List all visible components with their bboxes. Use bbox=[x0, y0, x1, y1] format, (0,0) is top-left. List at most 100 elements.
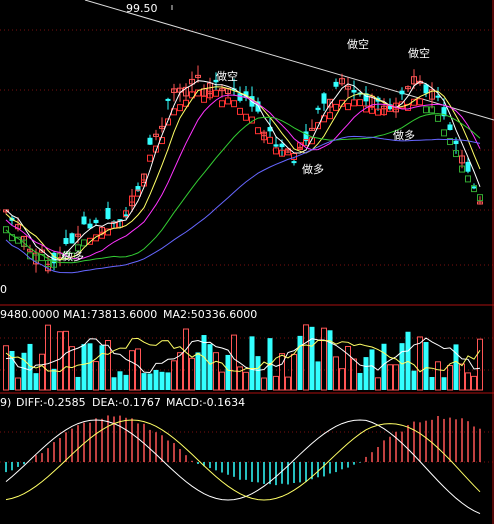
candle-body-down bbox=[165, 98, 171, 101]
volume-bar-up bbox=[321, 327, 327, 391]
bear-band-box bbox=[45, 259, 51, 267]
candle-body-down bbox=[453, 140, 459, 145]
volume-bar-up bbox=[477, 338, 483, 391]
volume-bar-down bbox=[453, 344, 459, 390]
bull-band-box bbox=[267, 136, 273, 144]
volume-bar-up bbox=[57, 331, 63, 391]
volume-bar-down bbox=[429, 377, 435, 390]
bear-band-box bbox=[33, 254, 39, 262]
candle-body-up bbox=[141, 173, 147, 183]
volume-bar-down bbox=[255, 356, 261, 390]
volume-bar-up bbox=[435, 361, 441, 391]
volume-ma1-label: MA1:73813.6000 bbox=[63, 308, 157, 321]
bull-band-box bbox=[357, 99, 363, 107]
candle-body-up bbox=[405, 86, 411, 90]
candle-body-up bbox=[477, 201, 483, 205]
volume-bar-up bbox=[345, 345, 351, 391]
candle-body-down bbox=[315, 107, 321, 110]
volume-bar-up bbox=[105, 340, 111, 391]
volume-bar-up bbox=[339, 368, 345, 391]
price-panel bbox=[3, 0, 494, 274]
volume-bar-up bbox=[351, 358, 357, 391]
volume-bar-up bbox=[69, 346, 75, 391]
volume-bar-down bbox=[225, 354, 231, 390]
bull-band-box bbox=[177, 104, 183, 112]
volume-bar-down bbox=[99, 345, 105, 390]
high-price-label: 99.50 bbox=[126, 2, 158, 15]
volume-bar-down bbox=[411, 370, 417, 390]
bull-band-box bbox=[243, 113, 249, 121]
macd-info-prefix: 9) bbox=[0, 396, 11, 409]
trend-line bbox=[84, 0, 494, 121]
volume-bar-up bbox=[129, 350, 135, 391]
bear-band-box bbox=[447, 138, 453, 146]
candle-body-down bbox=[333, 81, 339, 87]
candle-body-down bbox=[441, 107, 447, 117]
candle-body-up bbox=[219, 88, 225, 92]
volume-bar-down bbox=[33, 373, 39, 390]
volume-bar-up bbox=[171, 360, 177, 391]
low-price-label: 0 bbox=[0, 283, 7, 296]
bear-band-box bbox=[453, 150, 459, 158]
bear-band-box bbox=[435, 114, 441, 122]
bull-band-box bbox=[327, 112, 333, 120]
bear-band-box bbox=[81, 239, 87, 247]
volume-bar-down bbox=[327, 330, 333, 390]
annotation-short-3: 做空 bbox=[408, 46, 430, 60]
bear-band-box bbox=[423, 106, 429, 114]
volume-bar-up bbox=[93, 361, 99, 391]
candle-body-down bbox=[63, 238, 69, 244]
volume-bar-up bbox=[177, 352, 183, 391]
bull-band-box bbox=[417, 98, 423, 106]
candle-body-down bbox=[213, 79, 219, 83]
volume-bar-down bbox=[27, 343, 33, 390]
candle-body-up bbox=[459, 155, 465, 164]
candle-body-down bbox=[351, 89, 357, 93]
candle-body-down bbox=[435, 95, 441, 98]
candle-body-up bbox=[369, 95, 375, 108]
volume-bar-up bbox=[261, 377, 267, 391]
volume-bar-down bbox=[369, 349, 375, 390]
candle-body-down bbox=[231, 88, 237, 91]
candle-body-down bbox=[69, 233, 75, 244]
bull-band-box bbox=[213, 89, 219, 97]
candle-body-up bbox=[171, 88, 177, 93]
volume-bar-down bbox=[381, 343, 387, 390]
volume-bar-down bbox=[297, 335, 303, 390]
candle-body-down bbox=[93, 219, 99, 224]
volume-bar-up bbox=[63, 330, 69, 391]
bull-band-box bbox=[273, 147, 279, 155]
volume-bar-up bbox=[135, 348, 141, 391]
volume-bar-up bbox=[471, 375, 477, 391]
volume-bar-up bbox=[387, 364, 393, 391]
candle-body-down bbox=[471, 186, 477, 189]
macd-diff-label: DIFF:-0.2585 bbox=[16, 396, 86, 409]
bear-band-box bbox=[459, 165, 465, 173]
volume-bar-down bbox=[51, 368, 57, 390]
candle-body-down bbox=[147, 137, 153, 145]
annotation-short-2: 做空 bbox=[347, 37, 369, 51]
volume-bar-up bbox=[417, 336, 423, 391]
candle-body-down bbox=[303, 131, 309, 142]
candle-body-down bbox=[279, 143, 285, 148]
bull-band-box bbox=[237, 107, 243, 115]
volume-bar-down bbox=[195, 352, 201, 390]
bear-band-box bbox=[465, 175, 471, 183]
candle-body-up bbox=[153, 133, 159, 137]
bull-band-box bbox=[375, 108, 381, 116]
candle-body-down bbox=[387, 104, 393, 110]
candle-body-down bbox=[363, 93, 369, 102]
volume-bar-down bbox=[249, 336, 255, 390]
volume-bar-up bbox=[447, 365, 453, 391]
candle-body-up bbox=[189, 78, 195, 85]
candle-body-up bbox=[183, 86, 189, 97]
volume-bar-up bbox=[39, 353, 45, 391]
volume-bar-down bbox=[309, 326, 315, 390]
annotation-long-2: 做多 bbox=[302, 162, 324, 176]
bear-band-box bbox=[441, 129, 447, 137]
candle-body-down bbox=[267, 127, 273, 132]
volume-bar-up bbox=[45, 324, 51, 391]
